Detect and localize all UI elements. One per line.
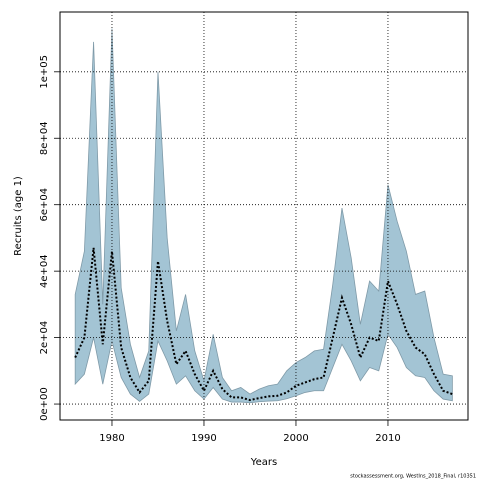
x-tick-label: 2000 bbox=[283, 433, 308, 444]
x-axis-label: Years bbox=[250, 457, 277, 468]
y-axis-label: Recruits (age 1) bbox=[13, 176, 24, 256]
x-tick-label: 1980 bbox=[99, 433, 124, 444]
y-tick-label: 2e+04 bbox=[39, 321, 50, 355]
median-line bbox=[74, 247, 453, 402]
plot-frame bbox=[59, 11, 469, 421]
confidence-band bbox=[74, 28, 453, 404]
y-tick-label: 1e+05 bbox=[39, 55, 50, 89]
y-tick-label: 4e+04 bbox=[39, 254, 50, 288]
x-tick-label: 2010 bbox=[375, 433, 400, 444]
x-tick-label: 1990 bbox=[191, 433, 216, 444]
footnote: stockassessment.org, WestIns_2018_Final,… bbox=[350, 474, 476, 480]
y-tick-label: 8e+04 bbox=[39, 121, 50, 155]
y-tick-label: 0e+00 bbox=[39, 387, 50, 421]
y-tick-label: 6e+04 bbox=[39, 188, 50, 222]
